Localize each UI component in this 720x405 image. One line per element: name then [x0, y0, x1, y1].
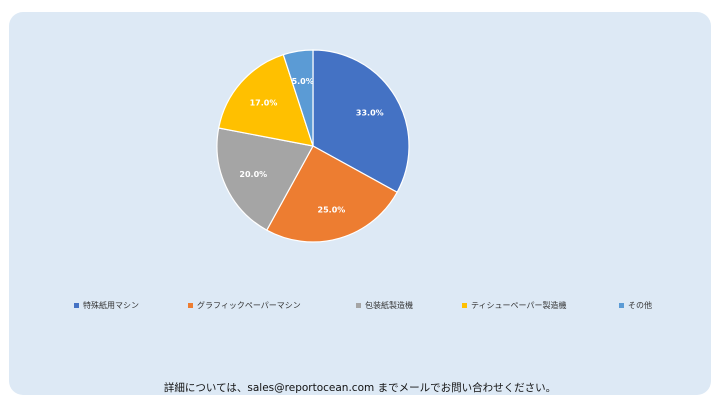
legend-swatch: [619, 303, 624, 308]
legend-item-5: その他: [619, 300, 652, 311]
legend-item-1: 特殊紙用マシン: [74, 300, 139, 311]
legend-swatch: [356, 303, 361, 308]
pie-slice-4: [217, 53, 314, 147]
pie-slice-2: [265, 145, 398, 243]
pie-slice-5: [282, 49, 314, 147]
legend-item-2: グラフィックペーパーマシン: [188, 300, 301, 311]
slice-data-label-4: 17.0%: [250, 98, 278, 107]
legend-item-4: ティシューペーパー製造機: [462, 300, 566, 311]
legend-label: 包装紙製造機: [365, 301, 413, 310]
legend-swatch: [188, 303, 193, 308]
legend-label: 特殊紙用マシン: [83, 301, 139, 310]
legend-item-3: 包装紙製造機: [356, 300, 413, 311]
slice-data-label-3: 20.0%: [239, 170, 267, 179]
slice-data-label-5: 5.0%: [292, 77, 314, 86]
legend-swatch: [74, 303, 79, 308]
chart-legend: 特殊紙用マシン グラフィックペーパーマシン 包装紙製造機 ティシューペーパー製造機 その…: [0, 300, 720, 316]
contact-footer: 詳細については、sales@reportocean.com までメールでお問い合…: [163, 382, 557, 394]
pie-slice-3: [216, 127, 314, 231]
slice-data-label-1: 33.0%: [356, 108, 384, 117]
pie-slice-1: [312, 49, 410, 194]
slice-data-label-2: 25.0%: [318, 205, 346, 214]
legend-swatch: [462, 303, 467, 308]
legend-label: その他: [628, 301, 652, 310]
legend-label: ティシューペーパー製造機: [471, 301, 567, 310]
legend-label: グラフィックペーパーマシン: [197, 301, 301, 310]
